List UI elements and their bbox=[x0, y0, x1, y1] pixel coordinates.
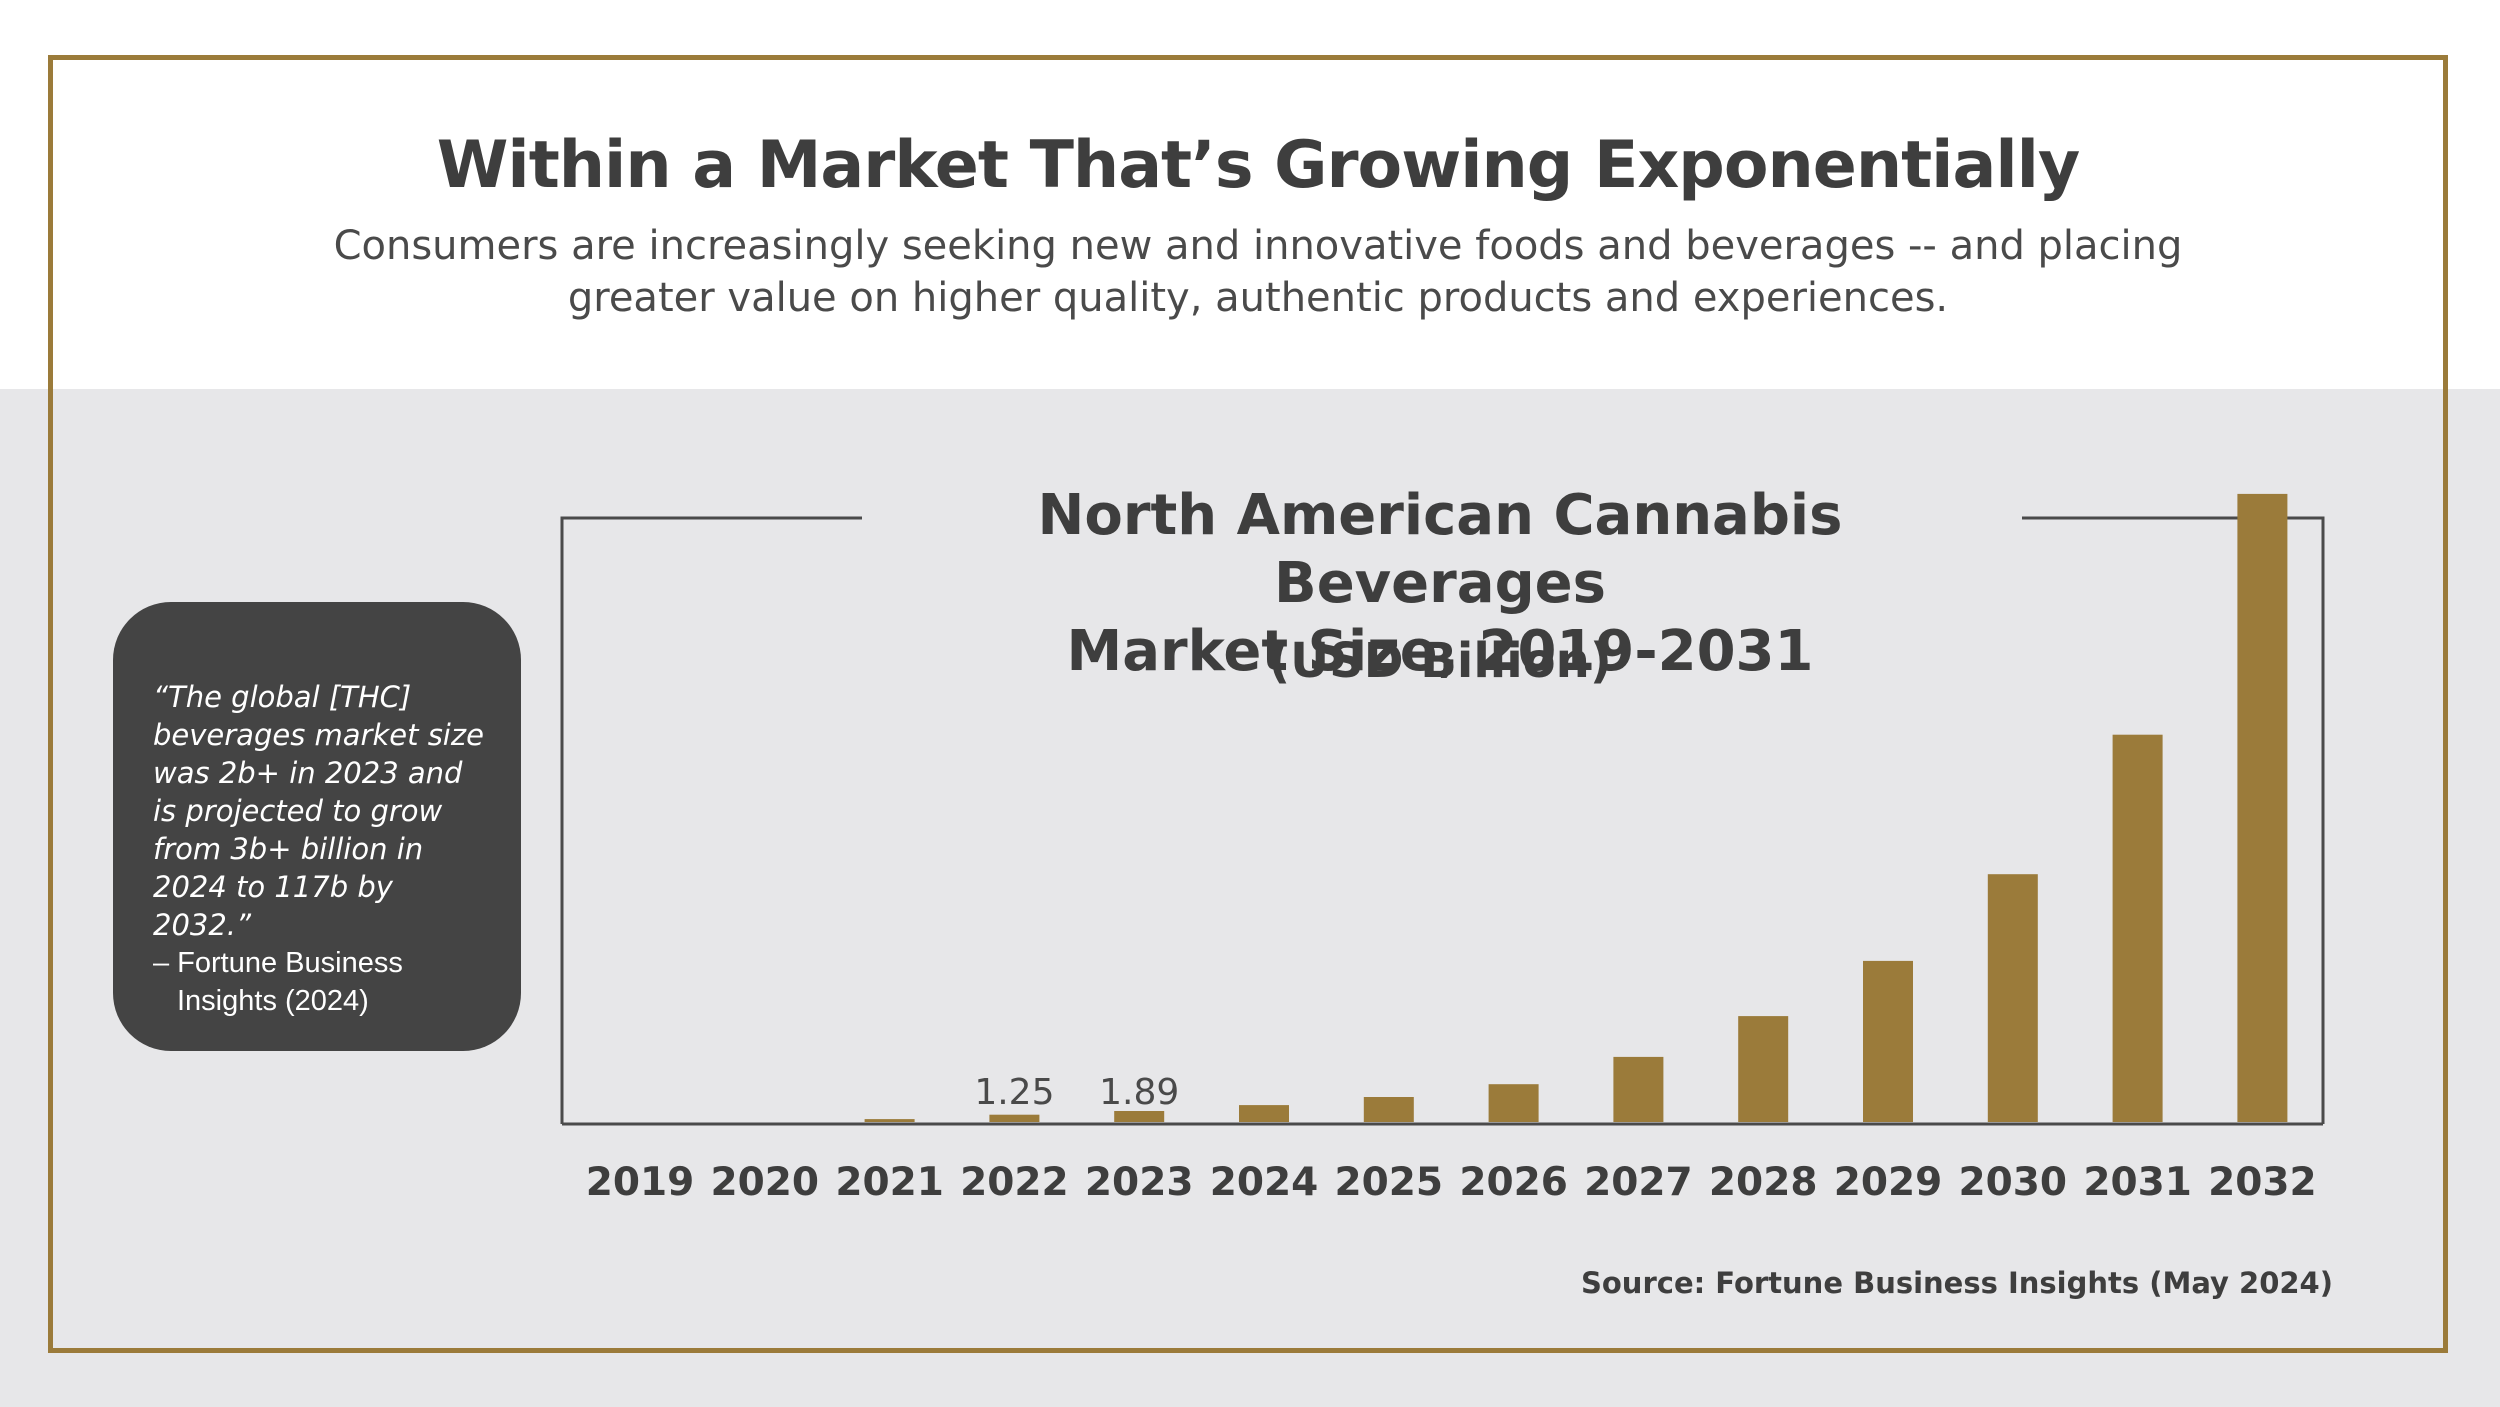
chart-title-line-2: Market Size, 2019-2031 bbox=[1066, 619, 1814, 684]
chart-frame-right bbox=[2022, 516, 2325, 1124]
bar-2030 bbox=[1987, 874, 2038, 1122]
chart-frame-left bbox=[560, 516, 862, 1124]
subtitle-line-1: Consumers are increasingly seeking new a… bbox=[333, 223, 2183, 269]
x-tick-2024: 2024 bbox=[1210, 1160, 1319, 1205]
x-tick-2028: 2028 bbox=[1709, 1160, 1818, 1205]
x-tick-labels: 2019 2020 2021 2022 2023 2024 2025 2026 2027 2028… bbox=[586, 1160, 2317, 1205]
header-band bbox=[0, 0, 2500, 389]
data-label-2023: 1.89 bbox=[1099, 1072, 1179, 1113]
source-note: Source: Fortune Business Insights (May 2… bbox=[1581, 1266, 2333, 1300]
bar-2022 bbox=[989, 1114, 1040, 1122]
bar-2024 bbox=[1239, 1105, 1289, 1122]
x-tick-2030: 2030 bbox=[1959, 1160, 2068, 1205]
chart-title: North American Cannabis Beverages Market… bbox=[870, 482, 2010, 686]
bar-2023 bbox=[1114, 1111, 1165, 1122]
subtitle-line-2: greater value on higher quality, authent… bbox=[567, 275, 1949, 321]
bar-series bbox=[864, 493, 2288, 1122]
x-tick-2023: 2023 bbox=[1085, 1160, 1194, 1205]
data-labels: 1.25 1.89 bbox=[974, 1072, 1179, 1113]
bar-2028 bbox=[1738, 1016, 1789, 1122]
bar-2021 bbox=[864, 1119, 915, 1122]
x-tick-2025: 2025 bbox=[1335, 1160, 1444, 1205]
page-subtitle: Consumers are increasingly seeking new a… bbox=[300, 220, 2216, 324]
slide-frame bbox=[48, 55, 2448, 1353]
x-tick-2026: 2026 bbox=[1459, 1160, 1568, 1205]
x-tick-2021: 2021 bbox=[835, 1160, 944, 1205]
bar-2025 bbox=[1363, 1097, 1414, 1122]
x-tick-2027: 2027 bbox=[1584, 1160, 1693, 1205]
bar-2027 bbox=[1613, 1056, 1664, 1122]
x-tick-2029: 2029 bbox=[1834, 1160, 1943, 1205]
chart-unit-label: (USD Billion) bbox=[1268, 633, 1612, 689]
quote-box: “The global [THC] beverages market size … bbox=[113, 602, 521, 1051]
bar-2026 bbox=[1488, 1084, 1539, 1122]
x-tick-2019: 2019 bbox=[586, 1160, 695, 1205]
x-tick-2020: 2020 bbox=[711, 1160, 820, 1205]
x-tick-2031: 2031 bbox=[2083, 1160, 2192, 1205]
chart-title-line-1: North American Cannabis Beverages bbox=[1037, 483, 1843, 616]
bar-2031 bbox=[2112, 734, 2163, 1122]
bar-2029 bbox=[1863, 960, 1913, 1122]
quote-text: “The global [THC] beverages market size … bbox=[153, 680, 484, 942]
x-tick-2022: 2022 bbox=[960, 1160, 1069, 1205]
quote-attribution: – Fortune Business Insights (2024) bbox=[153, 947, 403, 1017]
x-tick-2032: 2032 bbox=[2208, 1160, 2317, 1205]
bar-2032 bbox=[2237, 493, 2288, 1122]
data-label-2022: 1.25 bbox=[974, 1072, 1054, 1113]
page-title: Within a Market That’s Growing Exponenti… bbox=[436, 128, 2081, 203]
